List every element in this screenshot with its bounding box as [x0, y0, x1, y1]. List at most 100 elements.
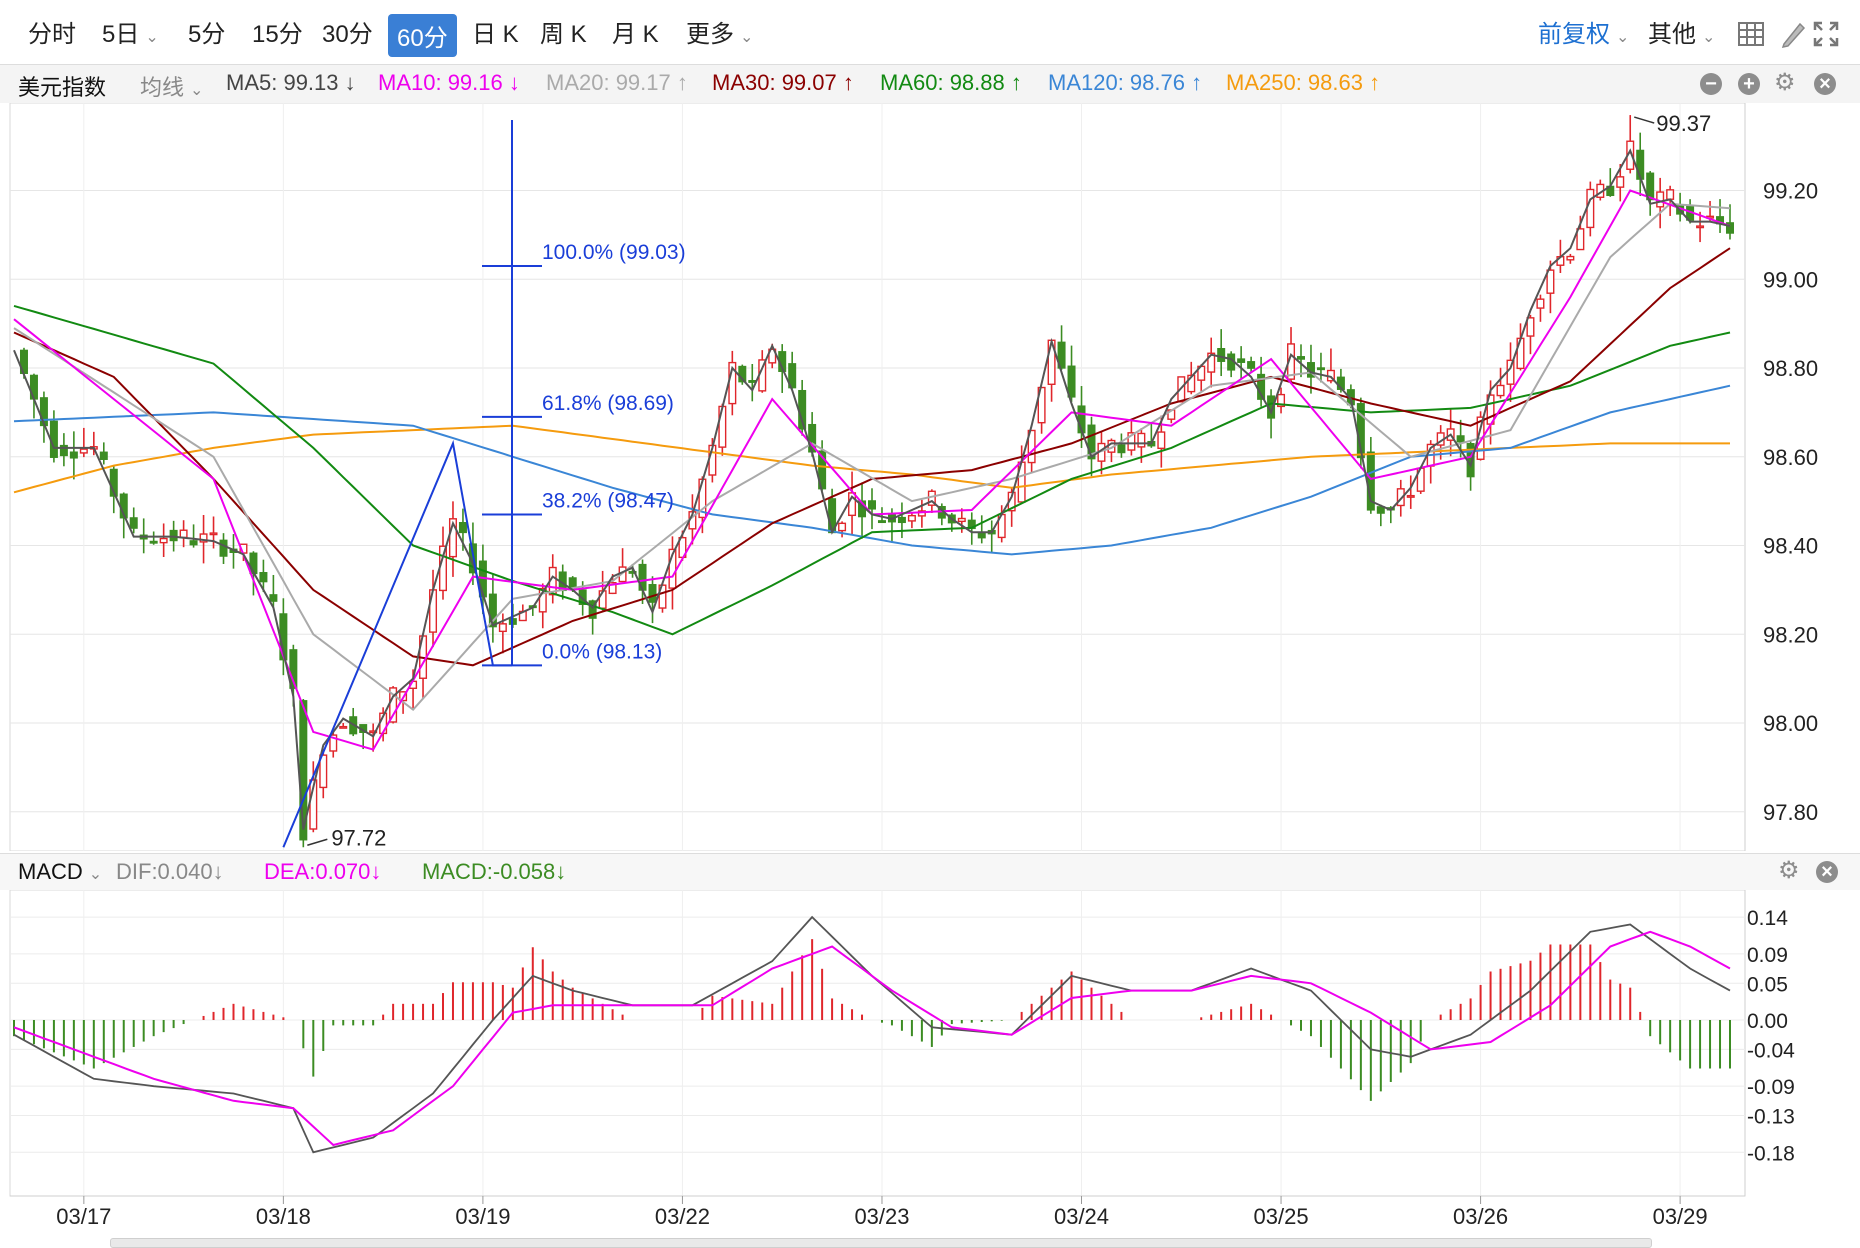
fib-level-label: 61.8% (98.69): [542, 392, 674, 415]
more-menu-label: 更多: [686, 21, 734, 48]
candle-body: [1376, 506, 1385, 514]
macd-y-tick-label: -0.18: [1747, 1142, 1795, 1165]
plus-icon[interactable]: +: [1738, 73, 1760, 95]
period-tab-day[interactable]: 日 K: [472, 21, 519, 48]
fib-level-label: 100.0% (99.03): [542, 241, 686, 264]
candle-body: [329, 734, 338, 752]
candle-body: [79, 448, 88, 454]
candle: [1536, 294, 1545, 322]
candle: [269, 574, 278, 607]
y-tick-label: 99.20: [1763, 179, 1818, 204]
candle: [1237, 346, 1246, 380]
candle: [1316, 352, 1325, 383]
other-dropdown[interactable]: 其他 ⌄: [1648, 14, 1715, 49]
chevron-down-icon: ⌄: [1702, 29, 1716, 46]
minus-icon[interactable]: −: [1700, 73, 1722, 95]
candle: [69, 431, 78, 480]
candle-body: [1296, 356, 1305, 360]
period-tab-fenshi[interactable]: 分时: [28, 21, 76, 48]
candle-body: [748, 380, 757, 383]
candle: [329, 729, 338, 758]
fullscreen-icon[interactable]: [1812, 20, 1840, 48]
candle-body: [149, 540, 158, 544]
period-tab-15min[interactable]: 15分: [252, 21, 303, 48]
candle-body: [99, 451, 108, 460]
candle: [99, 442, 108, 465]
candle: [209, 516, 218, 549]
close-icon[interactable]: ×: [1816, 861, 1838, 883]
macd-indicator-dropdown[interactable]: MACD ⌄: [18, 859, 102, 885]
candle: [868, 488, 877, 530]
candle-body: [907, 514, 916, 522]
candle: [1277, 387, 1286, 414]
candle: [129, 507, 138, 534]
candle: [1087, 416, 1096, 477]
low-marker-arrow: [307, 838, 328, 846]
time-scroll-bar[interactable]: [110, 1238, 1652, 1248]
chevron-down-icon: ⌄: [145, 29, 159, 46]
y-tick-label: 98.80: [1763, 356, 1818, 381]
macd-name: MACD: [18, 859, 83, 884]
macd-y-tick-label: -0.13: [1747, 1106, 1795, 1129]
grid-layout-icon[interactable]: [1738, 22, 1764, 46]
candle: [339, 722, 348, 729]
chevron-down-icon: ⌄: [740, 29, 754, 46]
candle-body: [159, 537, 168, 544]
candle: [1406, 475, 1415, 509]
period-tab-5day[interactable]: 5日 ⌄: [102, 14, 159, 49]
indicator-type-dropdown[interactable]: 均线 ⌄: [140, 70, 203, 102]
candle: [219, 533, 228, 564]
adjust-dropdown[interactable]: 前复权 ⌄: [1538, 14, 1629, 49]
fib-level-label: 38.2% (98.47): [542, 489, 674, 512]
candle: [189, 524, 198, 548]
candle-body: [1157, 431, 1166, 450]
candle-body: [788, 363, 797, 389]
ma120-line: [13, 384, 1731, 556]
gear-icon[interactable]: ⚙: [1778, 857, 1800, 884]
candle: [488, 574, 497, 643]
candle-body: [498, 623, 507, 633]
candle-body: [488, 593, 497, 628]
more-menu[interactable]: 更多 ⌄: [686, 14, 753, 49]
period-tab-week[interactable]: 周 K: [540, 21, 587, 48]
period-tab-5min[interactable]: 5分: [188, 21, 226, 48]
candle-body: [319, 754, 328, 789]
candle-body: [59, 444, 68, 457]
candle-body: [458, 522, 467, 534]
candle-body: [299, 700, 308, 841]
toolbar: 分时 5日 ⌄ 5分 15分 30分 60分 日 K 周 K 月 K 更多 ⌄ 前复…: [0, 0, 1860, 64]
ma5-value: MA5: 99.13 ↓: [226, 70, 356, 95]
candle-body: [1725, 222, 1734, 234]
symbol-name: 美元指数: [18, 75, 107, 100]
draw-pen-icon[interactable]: [1780, 20, 1806, 48]
candle: [897, 502, 906, 539]
macd-y-tick-label: 0.14: [1747, 907, 1788, 930]
candle-body: [129, 517, 138, 529]
candle: [1646, 171, 1655, 216]
candle-body: [1396, 488, 1405, 507]
candle-body: [1247, 361, 1256, 369]
candle-body: [1566, 255, 1575, 261]
x-tick-label: 03/25: [1254, 1204, 1309, 1229]
candle: [149, 531, 158, 545]
candle: [1296, 344, 1305, 378]
candle-body: [339, 725, 348, 729]
macd-legend-bar: MACD ⌄ DIF:0.040↓ DEA:0.070↓ MACD:-0.058↓…: [0, 853, 1860, 891]
high-price-label: 99.37: [1656, 111, 1711, 136]
close-icon[interactable]: ×: [1814, 73, 1836, 95]
candle-body: [1646, 172, 1655, 201]
candle: [1247, 356, 1256, 373]
y-tick-label: 98.40: [1763, 534, 1818, 559]
chevron-down-icon: ⌄: [88, 866, 103, 883]
candle: [1376, 504, 1385, 527]
period-tab-60min[interactable]: 60分: [388, 14, 457, 57]
ma120-value: MA120: 98.76 ↑: [1048, 70, 1203, 95]
gear-icon[interactable]: ⚙: [1774, 69, 1796, 96]
period-tab-30min[interactable]: 30分: [322, 21, 373, 48]
candle: [59, 433, 68, 467]
candle-body: [1456, 435, 1465, 443]
candle: [907, 512, 916, 529]
x-tick-label: 03/18: [256, 1204, 311, 1229]
period-tab-month[interactable]: 月 K: [612, 21, 659, 48]
candle: [838, 521, 847, 538]
